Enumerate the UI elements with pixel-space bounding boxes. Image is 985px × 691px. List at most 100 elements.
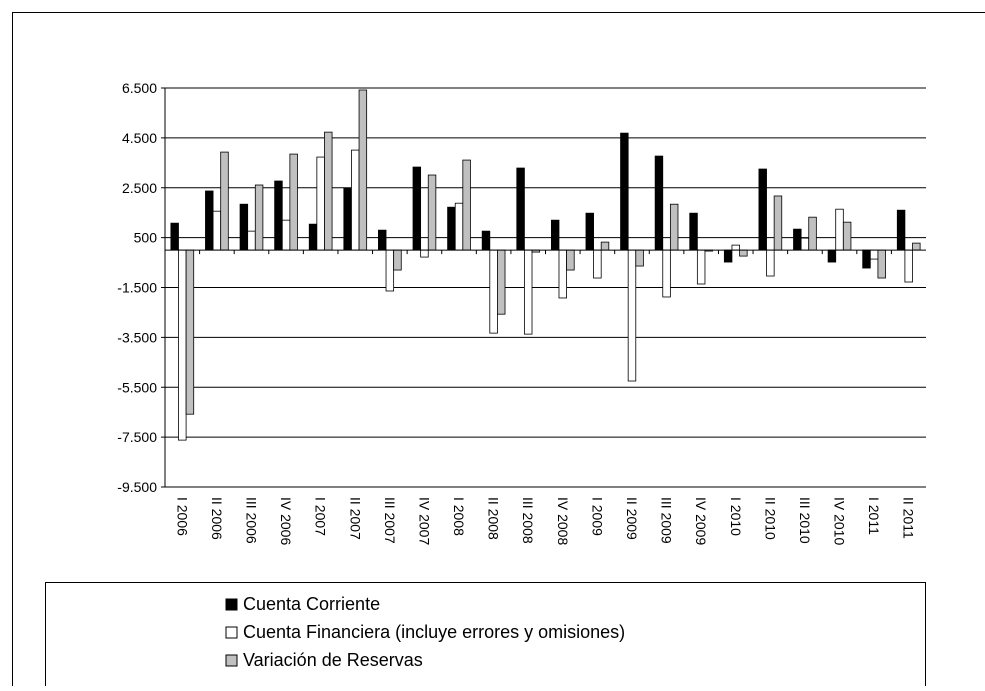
x-tick-label: I 2007 bbox=[313, 497, 329, 536]
bar bbox=[524, 250, 532, 334]
x-tick-label: I 2009 bbox=[589, 497, 605, 536]
bar bbox=[670, 204, 678, 250]
bar bbox=[628, 250, 636, 381]
x-tick-label: II 2009 bbox=[624, 497, 640, 540]
bar bbox=[178, 250, 186, 440]
bar bbox=[275, 181, 283, 250]
bar bbox=[843, 222, 851, 250]
bar bbox=[601, 242, 609, 250]
legend-label: Cuenta Financiera (incluye errores y omi… bbox=[243, 622, 625, 642]
bar bbox=[171, 223, 179, 250]
bar bbox=[309, 224, 317, 250]
bar bbox=[394, 250, 402, 270]
bar bbox=[663, 250, 671, 297]
x-tick-label: I 2006 bbox=[174, 497, 190, 536]
x-tick-label: IV 2006 bbox=[278, 497, 294, 545]
bar bbox=[878, 250, 886, 278]
bar bbox=[213, 211, 221, 250]
y-tick-label: -3.500 bbox=[117, 329, 157, 345]
x-tick-label: II 2006 bbox=[209, 497, 225, 540]
bar bbox=[897, 210, 905, 250]
x-tick-label: IV 2009 bbox=[693, 497, 709, 545]
bar bbox=[690, 213, 698, 250]
bar bbox=[497, 250, 505, 314]
y-tick-label: -5.500 bbox=[117, 379, 157, 395]
bar bbox=[186, 250, 194, 414]
bar bbox=[655, 156, 663, 250]
bar bbox=[621, 133, 629, 250]
y-tick-label: -7.500 bbox=[117, 429, 157, 445]
bar bbox=[240, 204, 248, 250]
bar bbox=[463, 160, 471, 250]
x-tick-label: IV 2010 bbox=[832, 497, 848, 545]
bar bbox=[290, 154, 298, 250]
x-tick-label: II 2011 bbox=[901, 497, 917, 539]
y-tick-label: 4.500 bbox=[122, 130, 157, 146]
bar bbox=[248, 231, 256, 250]
bar bbox=[567, 250, 575, 270]
bar bbox=[559, 250, 567, 298]
bar bbox=[221, 152, 229, 250]
y-tick-label: 2.500 bbox=[122, 180, 157, 196]
y-tick-label: -1.500 bbox=[117, 280, 157, 296]
x-tick-label: II 2007 bbox=[347, 497, 363, 540]
x-tick-label: II 2010 bbox=[762, 497, 778, 540]
bar bbox=[697, 250, 705, 284]
bar bbox=[351, 150, 359, 250]
legend-label: Variación de Reservas bbox=[243, 650, 423, 670]
y-tick-label: 6.500 bbox=[122, 80, 157, 96]
x-tick-label: III 2010 bbox=[797, 497, 813, 544]
bar bbox=[774, 196, 782, 250]
bar bbox=[767, 250, 775, 276]
bar bbox=[913, 243, 921, 250]
bar bbox=[324, 132, 332, 250]
bar bbox=[359, 90, 367, 250]
bar bbox=[455, 203, 463, 250]
bar bbox=[517, 168, 525, 250]
bar bbox=[448, 207, 456, 250]
x-tick-label: III 2007 bbox=[382, 497, 398, 544]
bar bbox=[386, 250, 394, 291]
x-tick-label: IV 2008 bbox=[555, 497, 571, 545]
bar bbox=[863, 250, 871, 268]
legend-swatch bbox=[226, 599, 237, 610]
x-tick-label: III 2008 bbox=[520, 497, 536, 544]
legend-label: Cuenta Corriente bbox=[243, 594, 380, 614]
bar bbox=[724, 250, 732, 262]
bar bbox=[551, 220, 559, 250]
bar bbox=[586, 213, 594, 250]
bar bbox=[428, 175, 436, 250]
bar bbox=[905, 250, 913, 282]
x-tick-label: III 2006 bbox=[243, 497, 259, 544]
x-tick-label: III 2009 bbox=[659, 497, 675, 544]
bar bbox=[205, 191, 213, 250]
bar bbox=[255, 185, 263, 250]
x-tick-label: I 2011 bbox=[866, 497, 882, 535]
bar bbox=[794, 229, 802, 250]
x-tick-label: I 2008 bbox=[451, 497, 467, 536]
x-tick-label: IV 2007 bbox=[416, 497, 432, 545]
bar bbox=[421, 250, 429, 257]
y-tick-label: 500 bbox=[134, 230, 158, 246]
bar bbox=[413, 167, 421, 250]
x-tick-label: II 2008 bbox=[486, 497, 502, 540]
bar bbox=[378, 230, 386, 250]
bar bbox=[801, 238, 809, 250]
x-tick-label: I 2010 bbox=[728, 497, 744, 536]
bar bbox=[344, 188, 352, 250]
bar bbox=[828, 250, 836, 262]
y-tick-label: -9.500 bbox=[117, 479, 157, 495]
bar bbox=[809, 217, 817, 250]
bar bbox=[870, 250, 878, 259]
bar bbox=[490, 250, 498, 333]
legend-swatch bbox=[226, 627, 237, 638]
bar bbox=[636, 250, 644, 266]
bar bbox=[732, 245, 740, 250]
bar bbox=[282, 220, 290, 250]
legend-swatch bbox=[226, 655, 237, 666]
bar bbox=[759, 169, 767, 250]
bar bbox=[317, 157, 325, 250]
bar bbox=[836, 209, 844, 250]
bar bbox=[594, 250, 602, 278]
